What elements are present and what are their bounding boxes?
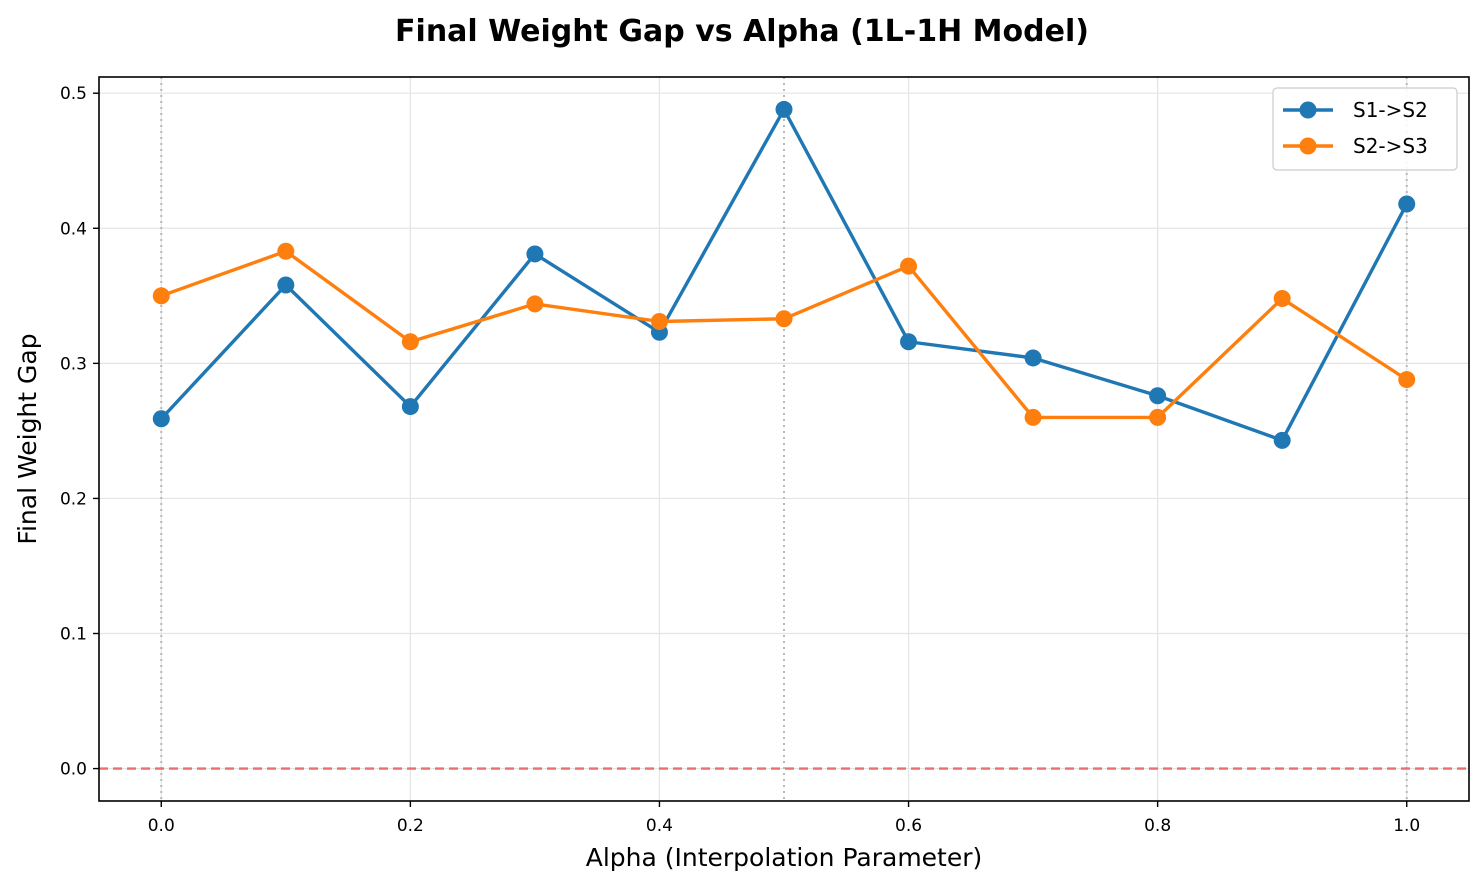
y-axis-ticks: 0.0 0.1 0.2 0.3 0.4 0.5 bbox=[60, 84, 99, 780]
legend-marker-1 bbox=[1299, 101, 1317, 119]
legend-marker-2 bbox=[1299, 137, 1317, 155]
data-point-series-2 bbox=[1024, 408, 1042, 426]
y-tick-label: 0.3 bbox=[60, 354, 87, 374]
y-tick-label: 0.5 bbox=[60, 84, 87, 104]
x-tick-label: 1.0 bbox=[1393, 816, 1420, 836]
data-point-series-1 bbox=[152, 410, 170, 428]
y-tick-label: 0.2 bbox=[60, 489, 87, 509]
data-point-series-1 bbox=[900, 333, 918, 351]
data-point-series-1 bbox=[401, 398, 419, 416]
data-point-series-2 bbox=[1149, 408, 1167, 426]
data-point-series-2 bbox=[1398, 371, 1416, 389]
legend-label-1: S1->S2 bbox=[1353, 98, 1428, 122]
chart-title: Final Weight Gap vs Alpha (1L-1H Model) bbox=[395, 14, 1089, 49]
data-point-series-1 bbox=[775, 100, 793, 118]
x-tick-label: 0.4 bbox=[646, 816, 673, 836]
y-axis-label: Final Weight Gap bbox=[13, 333, 42, 544]
data-point-series-1 bbox=[1273, 431, 1291, 449]
plot-area-frame bbox=[98, 76, 1470, 802]
data-point-series-2 bbox=[277, 242, 295, 260]
x-tick-label: 0.6 bbox=[895, 816, 922, 836]
data-point-series-2 bbox=[900, 257, 918, 275]
data-point-series-2 bbox=[650, 312, 668, 330]
y-tick-label: 0.0 bbox=[60, 760, 87, 780]
data-point-series-1 bbox=[1024, 349, 1042, 367]
data-point-series-1 bbox=[1398, 195, 1416, 213]
data-point-series-2 bbox=[775, 310, 793, 328]
x-tick-label: 0.0 bbox=[148, 816, 175, 836]
data-point-series-2 bbox=[152, 287, 170, 305]
data-point-series-1 bbox=[1149, 387, 1167, 405]
x-axis-ticks: 0.0 0.2 0.4 0.6 0.8 1.0 bbox=[148, 801, 1420, 836]
x-tick-label: 0.2 bbox=[397, 816, 424, 836]
y-tick-label: 0.4 bbox=[60, 219, 87, 239]
data-point-series-2 bbox=[1273, 290, 1291, 308]
data-point-series-1 bbox=[277, 276, 295, 294]
data-point-series-2 bbox=[401, 333, 419, 351]
series-layer bbox=[152, 100, 1416, 449]
x-axis-label: Alpha (Interpolation Parameter) bbox=[586, 843, 983, 872]
y-tick-label: 0.1 bbox=[60, 625, 87, 645]
legend-label-2: S2->S3 bbox=[1353, 134, 1428, 158]
x-tick-label: 0.8 bbox=[1144, 816, 1171, 836]
data-point-series-2 bbox=[526, 295, 544, 313]
legend: S1->S2 S2->S3 bbox=[1272, 87, 1458, 171]
data-point-series-1 bbox=[526, 245, 544, 263]
